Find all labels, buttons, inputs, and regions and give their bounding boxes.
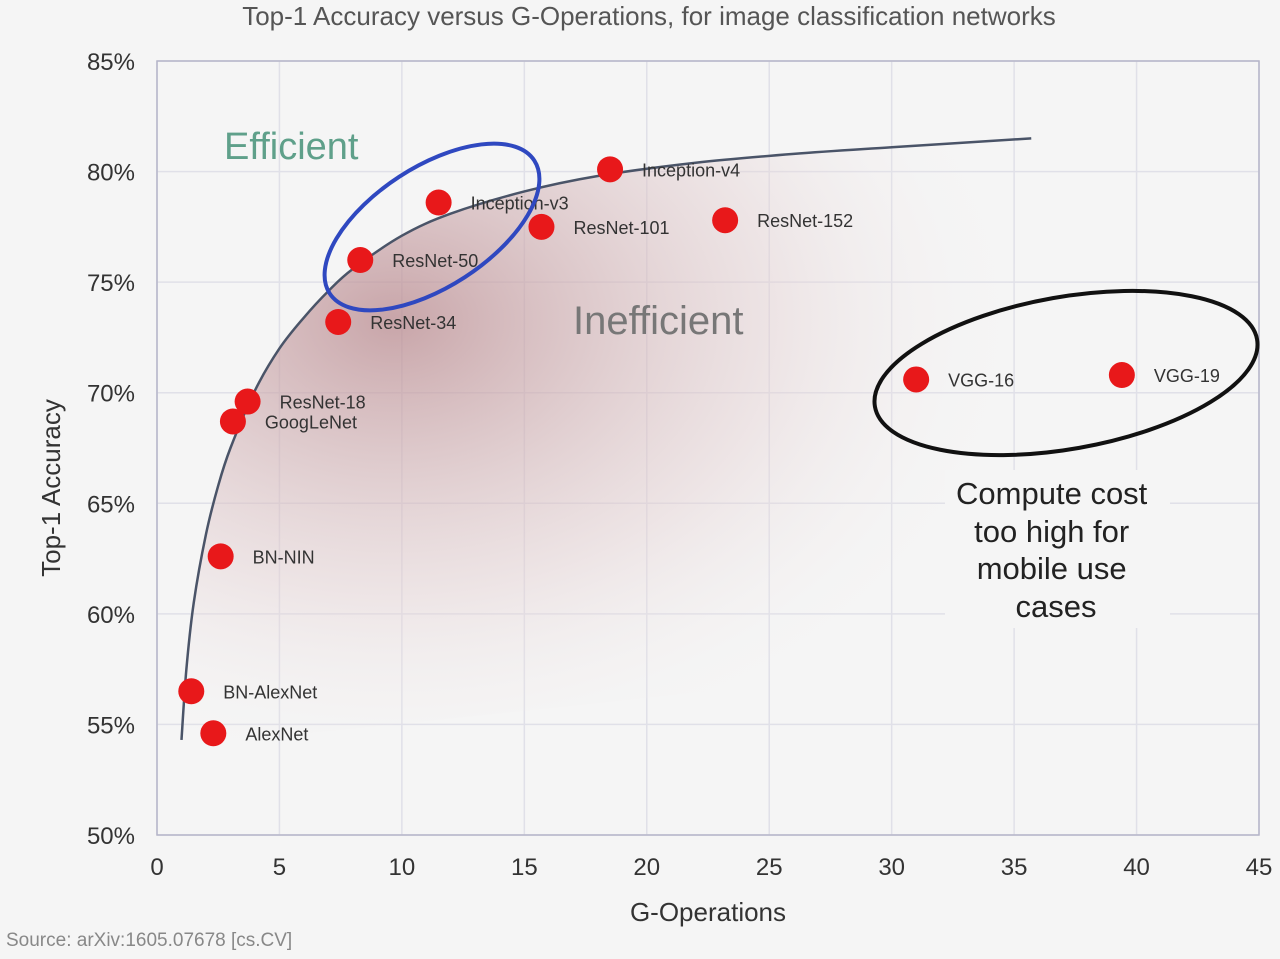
point-marker (712, 207, 739, 234)
x-tick-label: 10 (389, 854, 416, 881)
y-axis-ticks: 50% 55% 60% 65% 70% 75% 80% 85% (87, 49, 135, 850)
plot-frame (156, 60, 1260, 836)
data-point: ResNet-152 (712, 207, 853, 234)
point-marker (234, 388, 261, 415)
chart-title: Top-1 Accuracy versus G-Operations, for … (242, 1, 1056, 31)
efficient-annotation: Efficient (224, 126, 359, 168)
compute-cost-box (945, 470, 1170, 628)
point-marker (903, 366, 930, 393)
x-axis-ticks: 0 5 10 15 20 25 30 35 40 45 (150, 854, 1272, 881)
point-marker (1108, 362, 1135, 389)
x-tick-label: 45 (1246, 854, 1273, 881)
point-marker (347, 247, 374, 274)
data-point: Inception-v4 (597, 156, 740, 183)
y-tick-label: 65% (87, 491, 135, 518)
x-tick-label: 35 (1001, 854, 1028, 881)
point-label: Inception-v3 (471, 194, 569, 214)
x-tick-label: 5 (273, 854, 286, 881)
frontier-curve (180, 137, 1032, 740)
point-label: ResNet-34 (370, 313, 456, 333)
point-label: BN-AlexNet (223, 682, 317, 702)
point-marker (200, 720, 227, 747)
point-marker (219, 408, 246, 435)
data-point: ResNet-34 (325, 308, 456, 335)
data-point: BN-AlexNet (178, 678, 317, 705)
data-point: GoogLeNet (219, 408, 357, 435)
x-tick-label: 0 (150, 854, 163, 881)
point-label: ResNet-18 (280, 393, 366, 413)
y-tick-label: 50% (87, 823, 135, 850)
x-axis-label: G-Operations (630, 897, 786, 927)
point-marker (597, 156, 624, 183)
data-point: ResNet-101 (528, 213, 670, 240)
data-points: AlexNetBN-AlexNetBN-NINGoogLeNetResNet-1… (178, 156, 1220, 747)
inefficient-region-shading (181, 138, 1032, 747)
data-point: ResNet-18 (234, 388, 366, 415)
point-marker (178, 678, 205, 705)
point-label: VGG-19 (1154, 366, 1220, 386)
data-point: Inception-v3 (425, 189, 569, 216)
data-point: AlexNet (200, 720, 308, 747)
point-label: BN-NIN (253, 547, 315, 567)
x-tick-label: 40 (1123, 854, 1150, 881)
x-tick-label: 30 (878, 854, 905, 881)
y-tick-label: 85% (87, 49, 135, 76)
data-point: BN-NIN (207, 543, 315, 570)
source-note: Source: arXiv:1605.07678 [cs.CV] (6, 930, 292, 951)
y-tick-label: 60% (87, 602, 135, 629)
point-marker (425, 189, 452, 216)
point-label: AlexNet (245, 724, 308, 744)
point-marker (207, 543, 234, 570)
x-tick-label: 15 (511, 854, 538, 881)
x-tick-label: 25 (756, 854, 783, 881)
data-point: VGG-16 (903, 366, 1014, 393)
point-marker (325, 308, 352, 335)
data-point: ResNet-50 (347, 247, 478, 274)
efficient-highlight-ellipse (322, 141, 542, 313)
y-tick-label: 55% (87, 712, 135, 739)
point-label: Inception-v4 (642, 160, 740, 180)
data-point: VGG-19 (1108, 362, 1220, 389)
y-tick-label: 80% (87, 160, 135, 187)
vgg-highlight-ellipse (872, 288, 1260, 458)
y-tick-label: 75% (87, 270, 135, 297)
point-label: GoogLeNet (265, 412, 357, 432)
point-marker (528, 213, 555, 240)
point-label: ResNet-101 (573, 218, 669, 238)
point-label: ResNet-152 (757, 211, 853, 231)
point-label: VGG-16 (948, 370, 1014, 390)
compute-cost-annotation: Compute cost too high for mobile use cas… (956, 476, 1156, 624)
inefficient-annotation: Inefficient (573, 299, 744, 343)
y-tick-label: 70% (87, 381, 135, 408)
x-tick-label: 20 (633, 854, 660, 881)
y-axis-label: Top-1 Accuracy (36, 399, 66, 577)
point-label: ResNet-50 (392, 251, 478, 271)
